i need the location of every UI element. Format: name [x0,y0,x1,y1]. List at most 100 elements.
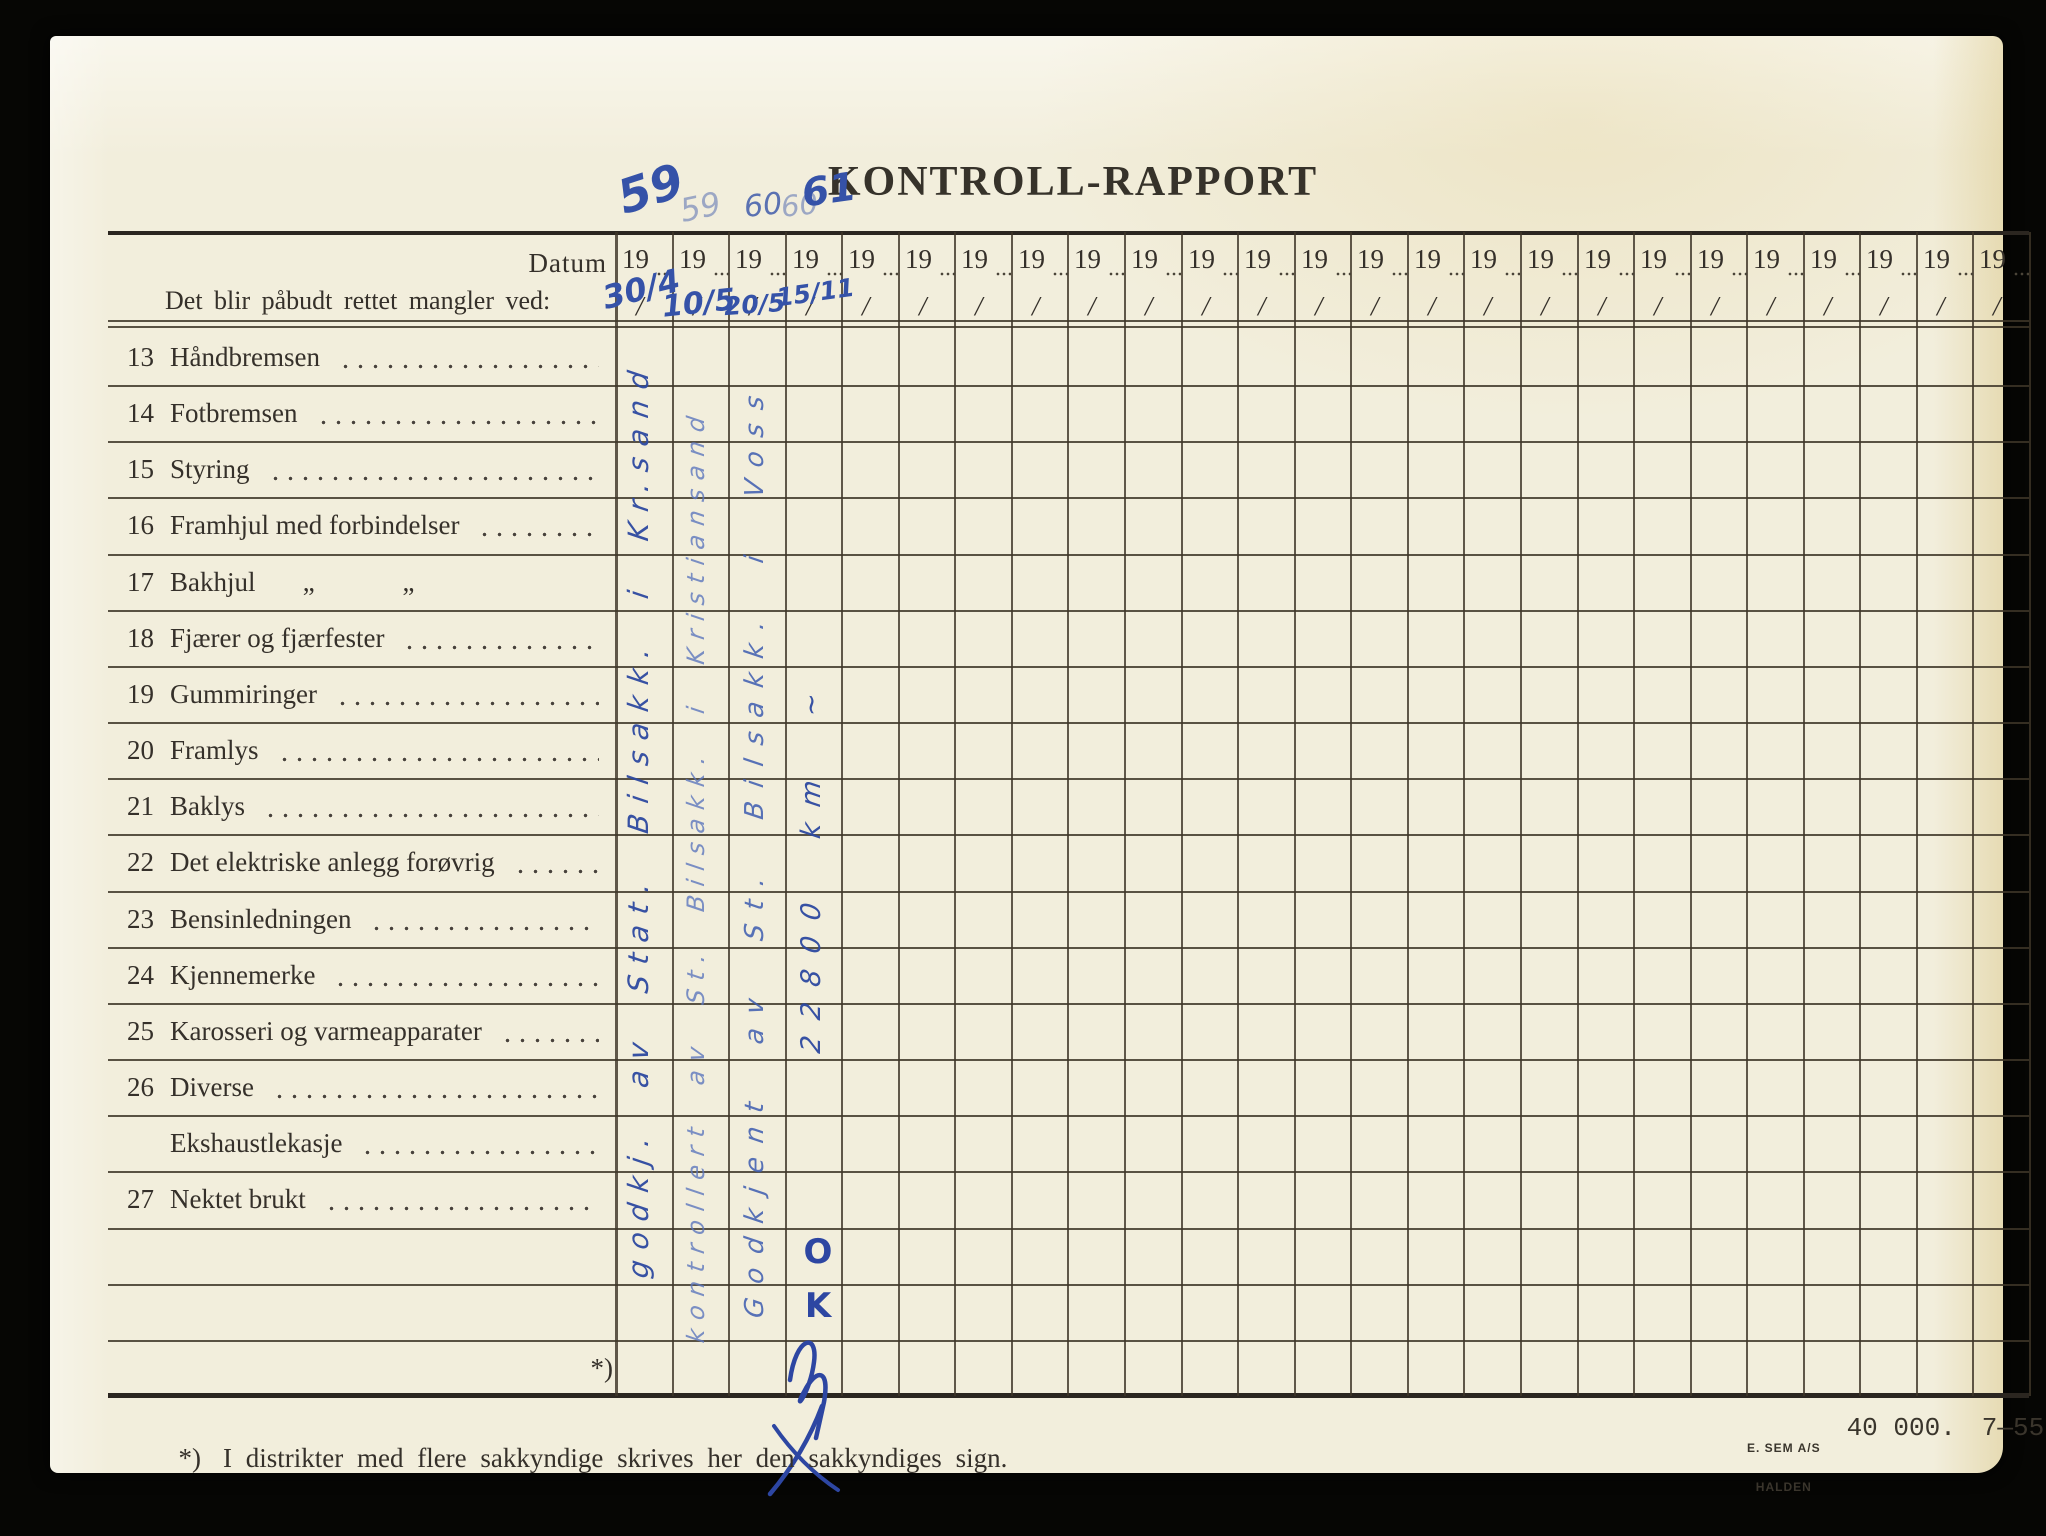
grid-vertical-line [1124,232,1126,1396]
printer-name-line2: HALDEN [1755,1480,1812,1494]
year-prefix: 19 [1188,244,1215,274]
grid-horizontal-line [108,891,2029,893]
grid-horizontal-line [108,554,2029,556]
date-column-header: 19 / [1012,236,1068,322]
dotted-leader [369,925,599,931]
dotted-leader [323,1205,599,1211]
row-number: 25 [127,1015,154,1046]
date-column-header: 19 / [1182,236,1238,322]
handwritten-column-note: 22800 km ~ [796,675,827,1056]
year-prefix: 19 [1301,244,1328,274]
printer-date-code: 7—55. [1981,1413,2046,1443]
dotted-year-blank [1165,272,1181,276]
row-label: Styring [170,453,250,484]
dotted-year-blank [826,272,842,276]
dotted-leader [271,1093,599,1099]
year-prefix: 19 [1640,244,1667,274]
date-slash: / [862,291,870,321]
date-column-header: 19 / [1351,236,1407,322]
grid-vertical-line [1350,232,1352,1396]
grid-horizontal-line [108,1115,2029,1117]
date-slash: / [1428,291,1436,321]
footnote-text: I distrikter med flere sakkyndige skrive… [223,1443,1008,1473]
date-column-header: 19 / [1917,236,1973,322]
inspection-row: *) [108,1340,663,1396]
grid-vertical-line [1181,232,1183,1396]
row-number: 18 [127,622,154,653]
year-prefix: 19 [1074,244,1101,274]
grid-vertical-line [898,232,900,1396]
date-column-header: 19 / [1747,236,1803,322]
grid-vertical-line [1916,232,1918,1396]
date-slash: / [975,291,983,321]
date-slash: / [806,291,814,321]
date-slash: / [1767,291,1775,321]
footnote: *) I distrikter med flere sakkyndige skri… [138,1412,1008,1505]
row-number: 22 [127,846,154,877]
year-prefix: 19 [1979,244,2006,274]
date-slash: / [1711,291,1719,321]
dotted-year-blank [1900,272,1916,276]
row-number: 24 [127,959,154,990]
grid-vertical-line [1690,232,1692,1396]
date-column-header: 19 / [1295,236,1351,322]
date-column-header: 19 / [842,236,898,322]
dotted-year-blank [656,272,672,276]
dotted-year-blank [882,272,898,276]
date-slash: / [1032,291,1040,321]
row-label: Ekshaustlekasje [170,1127,343,1158]
dotted-year-blank [1731,272,1747,276]
date-column-header: 19 / [1634,236,1690,322]
dotted-leader [360,1149,599,1155]
grid-horizontal-line [108,722,2029,724]
dotted-year-blank [1222,272,1238,276]
grid-horizontal-line [108,610,2029,612]
grid-horizontal-line [108,441,2029,443]
inspection-row: Ekshaustlekasje [108,1115,613,1171]
date-column-header: 19 / [729,236,785,322]
date-column-header: 19 / [955,236,1011,322]
date-slash: / [1145,291,1153,321]
dotted-year-blank [1052,272,1068,276]
grid-vertical-line [1972,232,1974,1396]
year-prefix: 19 [1244,244,1271,274]
dotted-leader [333,981,599,987]
dotted-year-blank [1844,272,1860,276]
defect-column-heading: Det blir påbudt rettet mangler ved: [165,286,551,315]
dotted-leader [315,419,599,425]
grid-horizontal-line [108,666,2029,668]
dotted-leader [512,868,599,874]
row-number: 20 [127,734,154,765]
signature-flourish [767,1340,840,1497]
date-slash: / [1880,291,1888,321]
grid-horizontal-line [108,834,2029,836]
year-prefix: 19 [1470,244,1497,274]
year-prefix: 19 [905,244,932,274]
row-number: 17 [127,566,154,597]
year-prefix: 19 [961,244,988,274]
handwritten-year: 61 [799,164,860,217]
date-slash: / [1937,291,1945,321]
year-prefix: 19 [1923,244,1950,274]
inspection-row: 20 Framlys [108,722,613,778]
date-column-header: 19 / [1125,236,1181,322]
dotted-leader [267,475,599,481]
date-slash: / [1371,291,1379,321]
printer-name: E. SEM A/S HALDEN [1747,1413,1821,1520]
grid-vertical-line [1520,232,1522,1396]
inspection-row: 26 Diverse [108,1059,613,1115]
grid-vertical-line [2029,232,2031,1396]
dotted-year-blank [1391,272,1407,276]
dotted-leader [337,363,599,369]
grid-horizontal-line [108,1003,2029,1005]
row-number: 19 [127,678,154,709]
dotted-leader [499,1037,599,1043]
handwritten-column-note: kontrollert av St. Bilsakk. i Kristiansa… [682,405,710,1345]
row-label: Gummiringer [170,678,317,709]
inspection-row: 18 Fjærer og fjærfester [108,610,613,666]
year-prefix: 19 [1810,244,1837,274]
date-column-header: 19 / [1464,236,1520,322]
printer-edition: 40 000. [1846,1413,1956,1443]
row-number: 26 [127,1071,154,1102]
inspection-row: 16 Framhjul med forbindelser [108,497,613,553]
